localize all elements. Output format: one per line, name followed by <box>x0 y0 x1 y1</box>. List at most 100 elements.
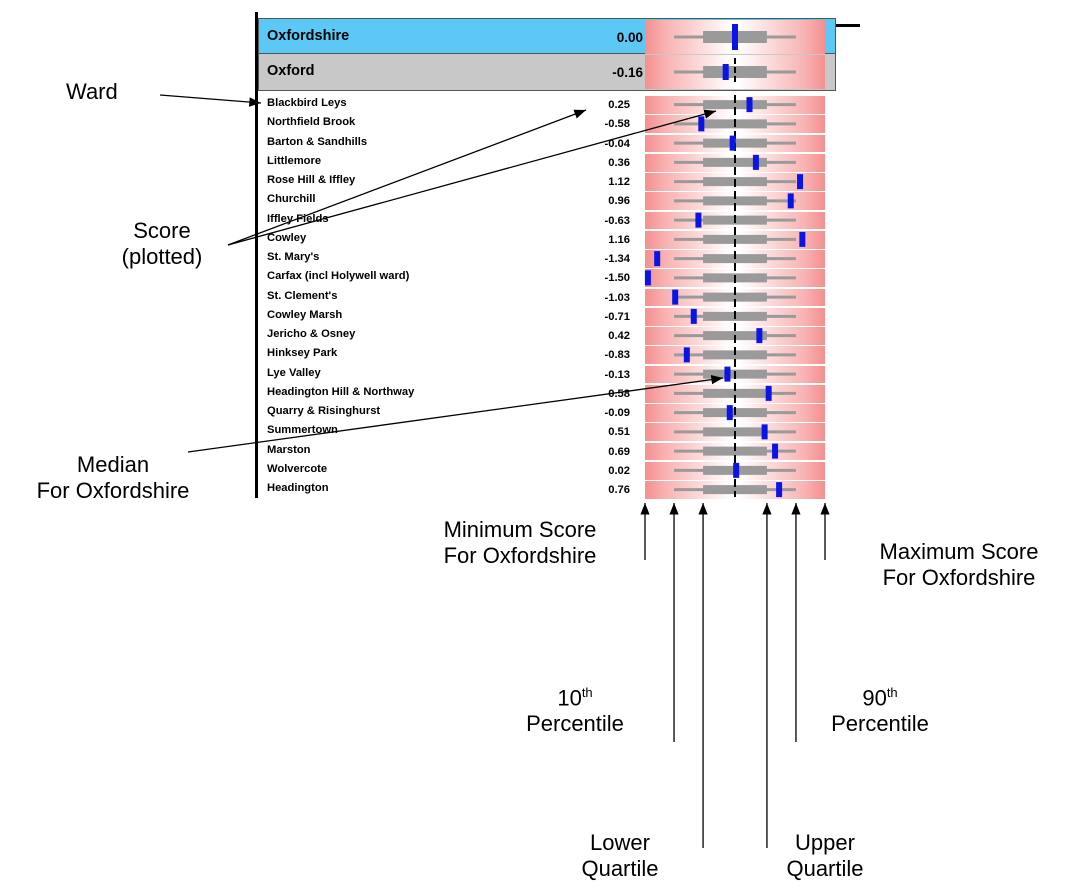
ward-score-marker <box>690 308 697 324</box>
upper-quartile-annotation: Upper Quartile <box>765 830 885 882</box>
ward-18-iqr-box <box>703 446 767 456</box>
ward-score-text: -0.09 <box>604 407 631 419</box>
ward-name: Headington <box>267 482 329 494</box>
minimum-annotation-line1: Minimum Score <box>443 517 597 542</box>
ward-name: Carfax (incl Holywell ward) <box>267 270 410 283</box>
summary-row-score: 0.00 <box>616 30 643 45</box>
ward-name: Barton & Sandhills <box>267 135 368 148</box>
maximum-annotation-line2: For Oxfordshire <box>882 565 1036 590</box>
ward-name: Quarry & Risinghurst <box>267 405 381 417</box>
ward-name: St. Clement's <box>267 289 338 302</box>
p90-annotation: 90th Percentile <box>805 680 955 737</box>
upper-quartile-line2: Quartile <box>786 856 864 881</box>
ward-score-text: 0.42 <box>608 330 630 342</box>
ward-name: Blackbird Leys <box>267 97 347 109</box>
score-arrow-to-marker <box>227 109 717 246</box>
minimum-annotation-line2: For Oxfordshire <box>443 543 597 568</box>
ward-score-text: 0.58 <box>608 387 630 400</box>
ward-score-text: 0.69 <box>608 445 630 458</box>
ward-score-text: 0.25 <box>608 99 630 111</box>
ward-score-marker <box>724 366 731 382</box>
ward-score-marker <box>787 193 794 209</box>
ward-name: Jericho & Osney <box>267 328 356 340</box>
score-arrow-to-value <box>227 109 587 246</box>
ward-score-text: -0.71 <box>604 310 631 323</box>
ward-score-marker <box>729 135 736 151</box>
ward-name: Littlemore <box>267 154 322 167</box>
ward-name: Northfield Brook <box>267 116 356 129</box>
ward-score-text: -0.63 <box>604 214 631 227</box>
ward-5-iqr-box <box>703 196 767 206</box>
score-annotation-line1: Score <box>133 218 191 243</box>
p10-word: Percentile <box>526 711 624 737</box>
ward-name: Headington Hill & Northway <box>267 385 415 398</box>
maximum-annotation: Maximum Score For Oxfordshire <box>848 539 1070 591</box>
p90-number: 90 <box>862 685 887 711</box>
ward-score-text: -1.34 <box>604 253 631 265</box>
ward-score-marker <box>726 405 733 421</box>
ward-arrow <box>159 94 262 107</box>
p90-suffix: th <box>886 685 898 700</box>
panel-left-border <box>255 12 258 498</box>
ward-score-text: 0.02 <box>608 464 630 477</box>
ward-score-marker <box>654 251 661 267</box>
ward-score-text: -0.83 <box>604 349 631 362</box>
ward-score-marker <box>695 212 702 228</box>
ward-score-text: 0.96 <box>608 195 630 208</box>
ward-score-marker <box>765 385 772 401</box>
ward-15-iqr-box <box>703 388 767 398</box>
ward-score-text: 0.36 <box>608 156 630 169</box>
lower-quartile-line1: Lower <box>590 830 650 855</box>
ward-score-text: 0.51 <box>608 426 630 439</box>
median-annotation: Median For Oxfordshire <box>8 452 218 504</box>
ward-name: Rose Hill & Iffley <box>267 174 356 186</box>
ward-score-marker <box>799 231 806 247</box>
ward-score-text: 0.76 <box>608 484 630 496</box>
ward-10-iqr-box <box>703 292 767 302</box>
summary-row-name: Oxford <box>267 63 315 79</box>
ward-score-marker <box>746 97 753 113</box>
score-annotation: Score (plotted) <box>112 218 212 270</box>
summary-score-marker <box>732 24 738 50</box>
ward-score-text: 1.16 <box>608 233 630 246</box>
ward-score-marker <box>733 462 740 478</box>
lower-quartile-annotation: Lower Quartile <box>560 830 680 882</box>
ward-score-marker <box>776 482 783 498</box>
ward-annotation: Ward <box>66 79 118 104</box>
p10-annotation: 10th Percentile <box>500 680 650 737</box>
p10-number: 10 <box>557 685 582 711</box>
ward-0-iqr-box <box>703 100 767 110</box>
median-annotation-line2: For Oxfordshire <box>36 478 190 503</box>
ward-name: Lye Valley <box>267 366 321 379</box>
ward-name: Cowley Marsh <box>267 308 343 321</box>
upper-quartile-line1: Upper <box>795 830 855 855</box>
lower-quartile-line2: Quartile <box>581 856 659 881</box>
summary-row-score: -0.16 <box>612 65 643 80</box>
ward-score-text: -1.03 <box>604 291 631 304</box>
median-arrow <box>187 374 724 453</box>
ward-score-marker <box>752 154 759 170</box>
ward-score-text: 1.12 <box>608 176 630 188</box>
ward-score-text: -0.13 <box>604 368 631 381</box>
p10-suffix: th <box>581 685 593 700</box>
ward-score-text: -1.50 <box>604 272 631 285</box>
ward-score-marker <box>683 347 690 363</box>
summary-row-name: Oxfordshire <box>267 28 350 44</box>
ward-score-marker <box>644 270 651 286</box>
ward-name: Cowley <box>267 231 307 244</box>
ward-name: Marston <box>267 443 311 456</box>
ward-score-marker <box>772 443 779 459</box>
ward-name: Churchill <box>267 193 316 206</box>
summary-score-marker <box>722 64 729 80</box>
ward-score-marker <box>698 116 705 132</box>
minimum-annotation: Minimum Score For Oxfordshire <box>410 517 630 569</box>
ward-name: Hinksey Park <box>267 347 338 360</box>
ward-score-marker <box>756 328 763 344</box>
p90-word: Percentile <box>831 711 929 737</box>
ward-name: Wolvercote <box>267 462 328 475</box>
ward-score-marker <box>672 289 679 305</box>
maximum-annotation-line1: Maximum Score <box>879 539 1039 564</box>
ward-score-marker <box>761 424 768 440</box>
median-annotation-line1: Median <box>76 452 150 477</box>
